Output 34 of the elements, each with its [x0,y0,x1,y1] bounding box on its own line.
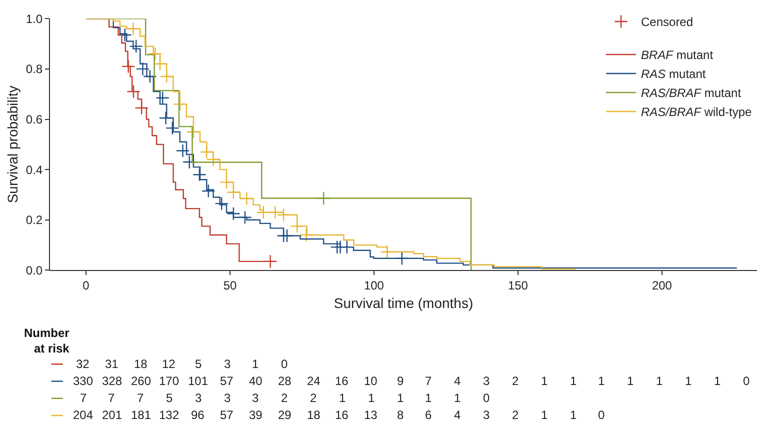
x-tick-label: 150 [508,278,528,293]
point [126,84,140,98]
y-tick-label: 0.8 [26,62,43,76]
legend-label: BRAF mutant [641,48,714,62]
point [201,184,216,198]
legend-label: RAS/BRAF mutant [641,86,742,100]
x-tick-label: 200 [652,278,672,293]
text: 204 201 181 132 96 57 39 29 18 16 13 8 6 4 3 2 1 1 0 [73,408,605,422]
point [226,206,240,221]
y-axis-title: Survival probability [4,86,21,204]
point [165,121,180,135]
text: 7 7 7 5 3 3 3 2 2 1 1 1 1 1 0 [80,391,490,405]
point [129,39,144,54]
point [176,144,190,158]
x-tick-label: 0 [82,278,90,293]
legend-label: RAS/BRAF wild-type [641,105,752,120]
y-tick-label: 0.4 [26,162,43,177]
point [214,196,229,210]
y-tick-label: 0.6 [26,112,43,126]
legend-label: Censored [641,15,694,30]
point [156,90,170,105]
y-tick-label: 0.2 [26,213,43,228]
text: 32 31 18 12 5 3 1 0 [76,357,288,371]
text: 330 328 260 170 101 57 40 28 24 16 10 9 7 4 3 2 1 1 1 1 1 1 1 0 [73,374,750,388]
text: Number at risk [24,326,70,356]
point [121,60,136,74]
y-tick-label: 1.0 [26,12,43,26]
point [148,46,162,61]
x-tick-label: 50 [223,278,237,293]
y-tick-label: 0.0 [26,263,43,278]
point [192,168,206,182]
x-axis-title: Survival time (months) [334,294,474,311]
legend-label: RAS mutant [641,67,706,82]
x-tick-label: 100 [364,278,384,293]
